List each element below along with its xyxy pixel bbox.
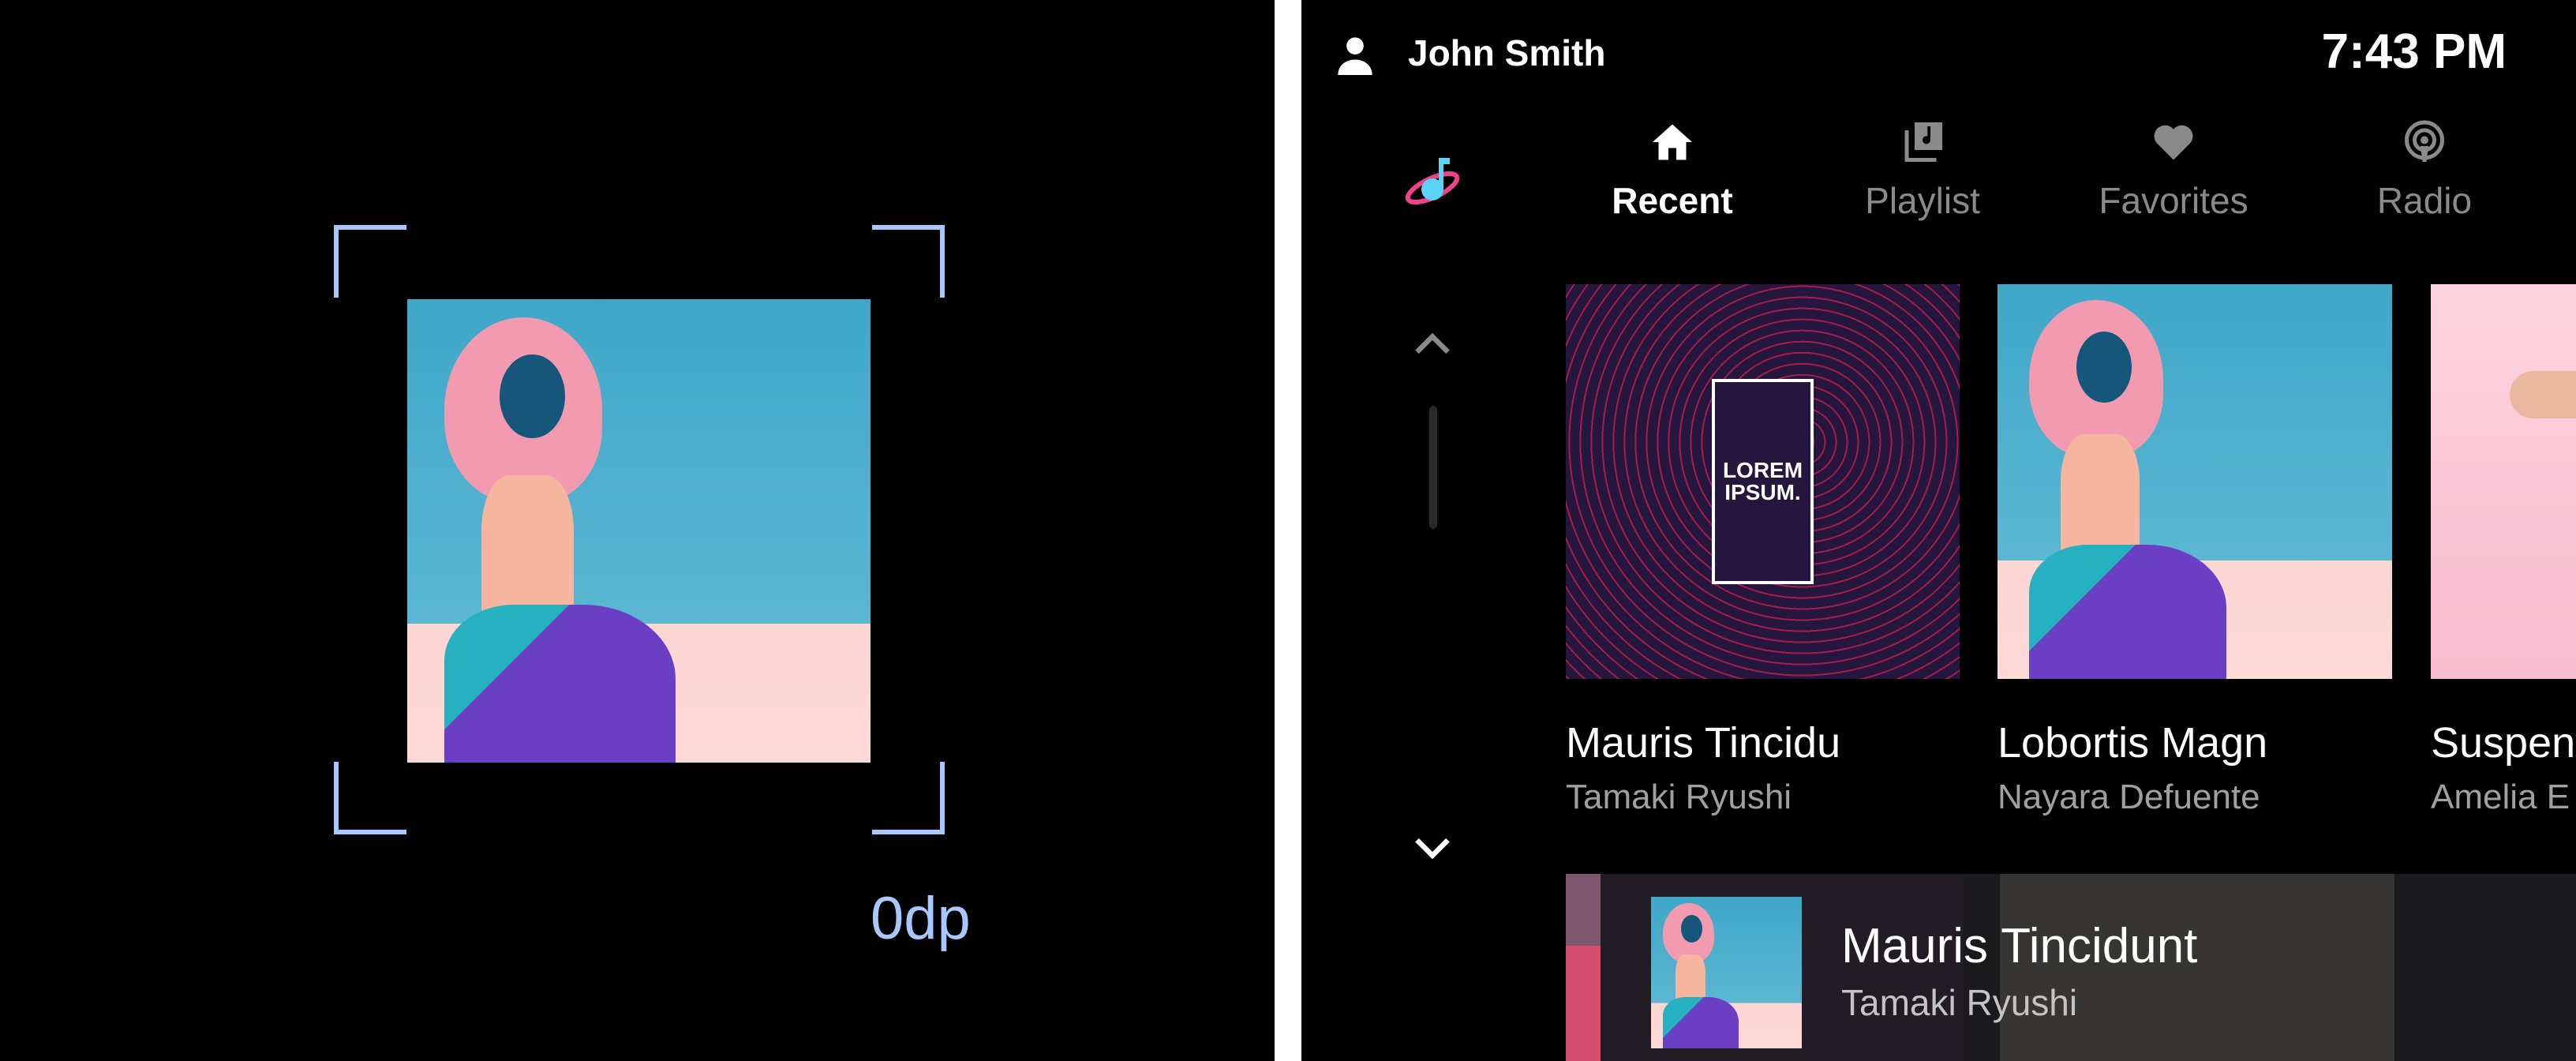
tab-label: Radio	[2376, 180, 2473, 221]
tab-radio[interactable]: Radio	[2306, 118, 2543, 222]
album-art	[2431, 284, 2576, 679]
clock: 7:43 PM	[2321, 24, 2507, 79]
chevron-up-icon[interactable]	[1412, 328, 1453, 359]
user-name[interactable]: John Smith	[1408, 32, 1606, 73]
now-playing-title: Mauris Tincidunt	[1841, 919, 2198, 973]
spacing-label: 0dp	[871, 885, 971, 952]
podcast-icon	[2405, 120, 2444, 162]
bracket-top-left	[334, 225, 406, 298]
tab-label: Playlist	[1865, 180, 1980, 221]
now-playing-art	[1651, 897, 1802, 1048]
heart-icon	[2154, 125, 2193, 160]
album-title: Lobortis Magn	[1998, 719, 2268, 767]
album-art	[1998, 284, 2392, 679]
app-logo-icon[interactable]	[1401, 150, 1464, 213]
bracket-bottom-right	[872, 762, 945, 834]
tab-recent[interactable]: Recent	[1554, 118, 1791, 222]
album-art-text: LOREM IPSUM.	[1711, 379, 1814, 584]
accent-strip	[1566, 874, 1601, 1061]
album-artist: Tamaki Ryushi	[1566, 778, 1792, 816]
tab-favorites[interactable]: Favorites	[2055, 118, 2292, 222]
album-title: Mauris Tincidu	[1566, 719, 1841, 767]
album-artist: Nayara Defuente	[1998, 778, 2260, 816]
tab-label: Recent	[1612, 180, 1733, 221]
now-playing-artist: Tamaki Ryushi	[1841, 982, 2078, 1023]
library-music-icon	[1904, 122, 1942, 162]
album-art: LOREM IPSUM.	[1566, 284, 1960, 679]
album-art-preview	[407, 299, 871, 763]
person-icon	[1338, 37, 1372, 75]
media-app: John Smith 7:43 PM Recent Playlist Favor…	[1301, 0, 2576, 1061]
tab-playlist[interactable]: Playlist	[1804, 118, 2041, 222]
album-title: Suspen	[2431, 719, 2576, 767]
bracket-top-right	[872, 225, 945, 298]
tab-label: Favorites	[2099, 180, 2248, 221]
now-playing-bar[interactable]: Mauris Tincidunt Tamaki Ryushi	[1566, 874, 2576, 1061]
spec-panel: 0dp	[0, 0, 1275, 1061]
bracket-bottom-left	[334, 762, 406, 834]
scrollbar[interactable]	[1429, 406, 1437, 529]
divider	[1275, 0, 1301, 1061]
home-icon	[1653, 124, 1692, 160]
album-artist: Amelia E	[2431, 778, 2570, 816]
chevron-down-icon[interactable]	[1412, 833, 1453, 864]
